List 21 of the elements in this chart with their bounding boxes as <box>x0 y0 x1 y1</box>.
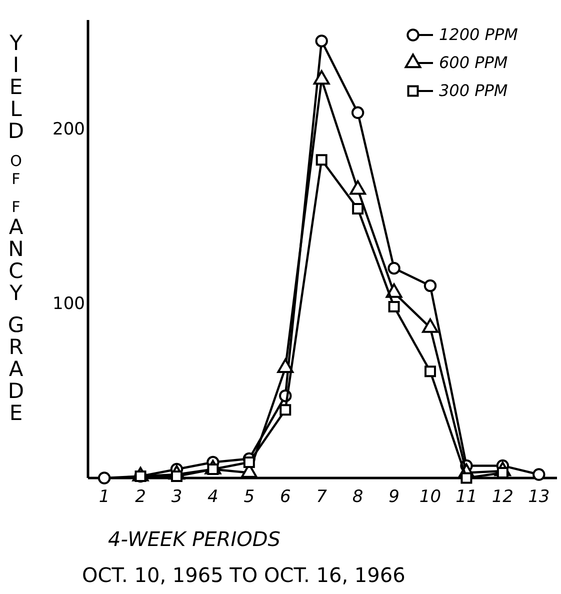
x-tick-label: 7 <box>316 487 328 507</box>
x-tick-label: 5 <box>244 487 255 507</box>
x-tick-label: 6 <box>280 487 291 507</box>
legend-label: 1200 PPM <box>439 25 518 44</box>
x-tick-label: 2 <box>135 487 146 507</box>
text: OCT. 10, 1965 TO OCT. 16, 1966 <box>82 563 406 587</box>
x-tick-label: 11 <box>456 487 478 507</box>
text: YIELD OF FANCY GRADE <box>8 31 24 425</box>
x-tick-label: 9 <box>388 487 400 507</box>
x-tick-label: 10 <box>419 487 442 507</box>
legend-label: 300 PPM <box>439 81 508 100</box>
y-tick-label: 200 <box>52 119 85 140</box>
x-axis-title: 4-WEEK PERIODS <box>108 527 281 551</box>
y-tick-label: 100 <box>52 294 85 314</box>
legend-label: 600 PPM <box>439 53 508 72</box>
x-tick-label: 3 <box>171 487 182 507</box>
x-tick-label: 8 <box>352 487 364 507</box>
x-tick-label: 1 <box>98 487 110 507</box>
x-tick-label: 4 <box>208 487 218 507</box>
x-tick-label: 12 <box>492 487 514 507</box>
x-tick-label: 13 <box>528 487 550 507</box>
